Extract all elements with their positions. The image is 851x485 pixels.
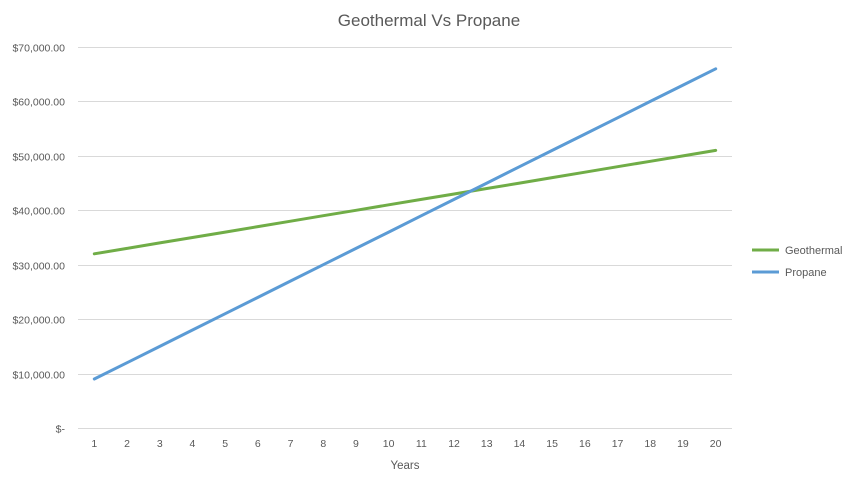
y-axis-tick-labels: $- $10,000.00 $20,000.00 $30,000.00 $40,000.… bbox=[12, 43, 65, 436]
x-tick-label: 9 bbox=[353, 438, 359, 450]
y-tick-label: $60,000.00 bbox=[12, 97, 65, 109]
x-tick-label: 17 bbox=[612, 438, 624, 450]
series-lines bbox=[92, 67, 718, 381]
y-tick-label: $20,000.00 bbox=[12, 315, 65, 327]
x-tick-label: 15 bbox=[546, 438, 558, 450]
x-tick-label: 20 bbox=[710, 438, 722, 450]
y-tick-label: $40,000.00 bbox=[12, 206, 65, 218]
y-tick-label: $- bbox=[56, 424, 66, 436]
legend: Geothermal Propane bbox=[752, 245, 842, 279]
x-tick-label: 18 bbox=[644, 438, 656, 450]
x-tick-label: 5 bbox=[222, 438, 228, 450]
series-line-geothermal bbox=[92, 148, 718, 256]
x-tick-label: 19 bbox=[677, 438, 689, 450]
x-axis-tick-labels: 1 2 3 4 5 6 7 8 9 10 11 12 13 14 15 16 17 18 19 20 bbox=[91, 438, 721, 450]
legend-label-propane: Propane bbox=[785, 267, 827, 279]
x-tick-label: 12 bbox=[448, 438, 460, 450]
x-tick-label: 11 bbox=[416, 438, 427, 450]
x-tick-label: 4 bbox=[190, 438, 196, 450]
x-tick-label: 2 bbox=[124, 438, 130, 450]
x-tick-label: 1 bbox=[91, 438, 97, 450]
y-tick-label: $30,000.00 bbox=[12, 261, 65, 273]
x-tick-label: 8 bbox=[320, 438, 326, 450]
y-tick-label: $10,000.00 bbox=[12, 370, 65, 382]
x-tick-label: 6 bbox=[255, 438, 261, 450]
y-tick-label: $70,000.00 bbox=[12, 43, 65, 55]
gridlines bbox=[78, 47, 732, 429]
x-axis-label: Years bbox=[391, 460, 420, 472]
x-tick-label: 14 bbox=[514, 438, 526, 450]
x-tick-label: 3 bbox=[157, 438, 163, 450]
x-tick-label: 16 bbox=[579, 438, 591, 450]
y-tick-label: $50,000.00 bbox=[12, 152, 65, 164]
legend-label-geothermal: Geothermal bbox=[785, 245, 842, 257]
x-tick-label: 7 bbox=[288, 438, 294, 450]
chart-title: Geothermal Vs Propane bbox=[338, 11, 520, 30]
x-tick-label: 10 bbox=[383, 438, 395, 450]
x-tick-label: 13 bbox=[481, 438, 493, 450]
series-line-propane bbox=[92, 67, 718, 381]
